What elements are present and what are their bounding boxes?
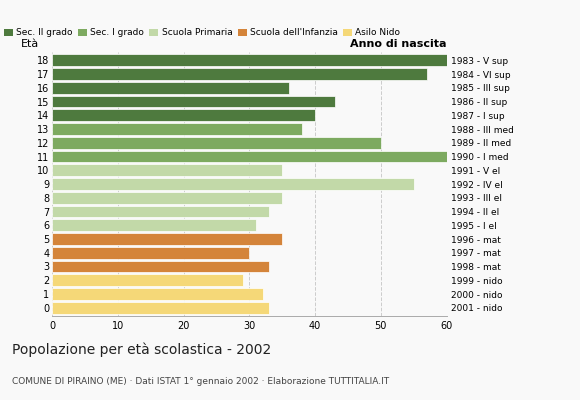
Bar <box>52 302 269 314</box>
Bar <box>52 123 302 135</box>
Bar <box>52 178 414 190</box>
Bar <box>52 54 453 66</box>
Text: Popolazione per età scolastica - 2002: Popolazione per età scolastica - 2002 <box>12 342 271 357</box>
Legend: Sec. II grado, Sec. I grado, Scuola Primaria, Scuola dell'Infanzia, Asilo Nido: Sec. II grado, Sec. I grado, Scuola Prim… <box>0 25 404 41</box>
Text: Anno di nascita: Anno di nascita <box>350 39 447 49</box>
Bar <box>52 192 282 204</box>
Text: Età: Età <box>21 39 39 49</box>
Bar <box>52 68 427 80</box>
Bar <box>52 82 289 94</box>
Bar <box>52 110 315 121</box>
Bar <box>52 247 249 258</box>
Text: COMUNE DI PIRAINO (ME) · Dati ISTAT 1° gennaio 2002 · Elaborazione TUTTITALIA.IT: COMUNE DI PIRAINO (ME) · Dati ISTAT 1° g… <box>12 377 389 386</box>
Bar <box>52 220 256 231</box>
Bar <box>52 137 381 148</box>
Bar <box>52 151 453 162</box>
Bar <box>52 164 282 176</box>
Bar <box>52 96 335 107</box>
Bar <box>52 261 269 272</box>
Bar <box>52 206 269 217</box>
Bar <box>52 233 282 245</box>
Bar <box>52 274 243 286</box>
Bar <box>52 288 263 300</box>
